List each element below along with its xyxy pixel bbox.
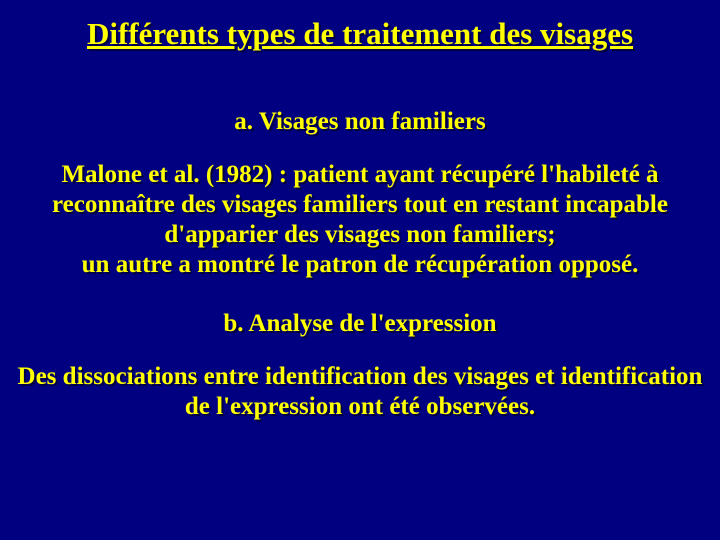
section-b-heading: b. Analyse de l'expression	[0, 310, 720, 338]
section-b-body: Des dissociations entre identification d…	[0, 362, 720, 422]
section-a-body: Malone et al. (1982) : patient ayant réc…	[0, 160, 720, 280]
slide-title: Différents types de traitement des visag…	[0, 16, 720, 52]
section-a-heading: a. Visages non familiers	[0, 108, 720, 136]
